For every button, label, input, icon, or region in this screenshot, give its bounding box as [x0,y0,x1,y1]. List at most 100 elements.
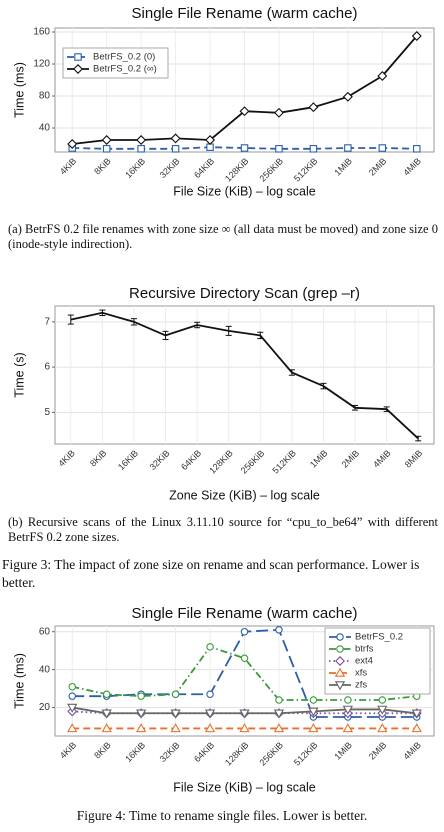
x-tick-label: 128KiB [223,740,251,768]
marker [377,705,388,715]
x-tick-label: 64KiB [179,448,203,472]
error-bar [320,382,327,390]
marker [334,667,346,677]
legend-label: BetrFS_0.2 (0) [93,52,155,63]
legend-box [62,47,169,79]
error-bar [194,321,201,329]
figure-caption: Figure 3: The impact of zone size on ren… [2,557,420,590]
marker [170,709,181,719]
error-bar [383,406,390,412]
marker [239,709,250,719]
x-tick-label: 8MiB [403,448,425,470]
marker [67,723,78,733]
x-tick-label: 2MiB [340,448,362,470]
marker [67,139,78,149]
series-line [72,146,417,150]
marker [239,723,250,733]
x-tick-label: 4MiB [371,448,393,470]
x-tick-label: 1MiB [332,740,354,762]
marker [101,135,112,145]
marker [377,71,388,81]
error-bar [415,435,422,442]
marker [206,643,214,651]
legend-label: BetrFS_0.2 [355,632,403,643]
y-tick-label: 40 [39,123,51,134]
error-bar [225,325,232,336]
error-bar [162,330,169,340]
marker [308,723,319,733]
marker [342,705,354,715]
marker [336,645,344,653]
x-tick-label: 2MiB [367,156,389,178]
marker [171,690,180,699]
marker [308,102,319,113]
x-tick-label: 32KiB [158,740,182,764]
x-tick-label: 8KiB [92,156,113,177]
chart: 20 40 60 4KiB 8KiB 16KiB 32KiB 64KiB 128KiB 256Ki… [12,606,435,794]
marker [334,681,346,691]
x-tick-label: 16KiB [116,448,140,472]
y-axis-label: Time (ms) [12,653,26,709]
caption: (b) Recursive scans of the Linux 3.11.10… [8,515,438,544]
marker [135,709,147,719]
marker [240,144,249,152]
x-tick-label: 512KiB [270,448,298,476]
legend-label: ext4 [355,656,373,667]
x-tick-label: 4KiB [58,740,79,761]
marker [170,723,181,733]
marker [170,133,181,144]
y-tick-label: 20 [39,702,51,713]
x-tick-label: 2MiB [367,740,389,762]
marker [413,145,421,153]
marker [275,696,283,704]
legend-label: zfs [355,680,367,691]
marker [273,107,284,118]
x-axis-label: File Size (KiB) – log scale [173,780,315,794]
marker [377,723,388,733]
marker [68,692,76,700]
marker [171,145,180,153]
x-tick-label: 1MiB [332,156,354,178]
marker [101,709,112,719]
marker [102,690,111,699]
y-tick-label: 7 [44,316,50,327]
chart-title: Recursive Directory Scan (grep –r) [129,285,360,302]
x-tick-label: 64KiB [192,740,216,764]
x-tick-label: 32KiB [158,156,182,180]
x-tick-label: 512KiB [292,156,320,184]
x-tick-label: 128KiB [223,156,251,184]
series-line [70,311,419,440]
x-tick-label: 1MiB [308,448,330,470]
x-axis-label: Zone Size (KiB) – log scale [169,488,320,502]
marker [67,703,78,713]
error-bar [67,314,74,325]
marker [378,696,387,704]
y-tick-label: 60 [39,626,51,637]
marker [308,707,319,717]
x-tick-label: 4MiB [401,740,423,762]
marker [204,709,216,719]
legend-label: btrfs [355,644,374,655]
marker [101,723,112,733]
marker [336,633,344,641]
y-tick-label: 40 [39,664,51,675]
marker [206,690,214,699]
x-tick-label: 256KiB [257,156,285,184]
marker [102,145,111,153]
x-tick-label: 256KiB [239,448,267,476]
y-tick-label: 160 [33,27,50,38]
marker [137,145,145,153]
marker [240,654,249,662]
marker [342,91,353,102]
marker [68,682,76,691]
marker [136,135,147,145]
y-tick-label: 5 [44,407,50,418]
marker [273,723,285,733]
legend-label: BetrFS_0.2 (∞) [93,64,157,75]
x-tick-label: 256KiB [257,740,285,768]
chart: 5 6 7 4KiB 8KiB 16KiB 32KiB 64KiB 128KiB 256KiB 51… [12,285,435,502]
legend-label: xfs [355,668,367,679]
legend: BetrFS_0.2 (0)BetrFS_0.2 (∞) [62,47,169,79]
